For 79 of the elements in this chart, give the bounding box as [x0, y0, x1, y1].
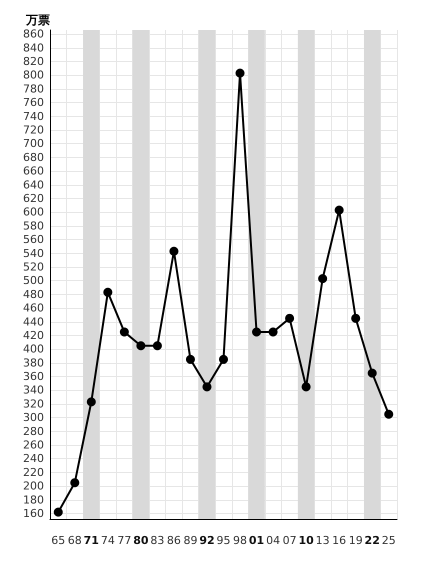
x-tick-label: 16 — [332, 534, 346, 547]
x-tick-label: 80 — [133, 534, 149, 547]
y-tick-label: 400 — [23, 342, 44, 356]
x-tick-label: 89 — [183, 534, 198, 547]
y-tick-label: 540 — [23, 246, 44, 260]
y-tick-label: 800 — [23, 68, 44, 82]
point — [169, 246, 178, 256]
point — [186, 354, 195, 364]
y-tick-label: 700 — [23, 137, 44, 150]
point — [152, 341, 162, 350]
y-tick-label: 280 — [23, 424, 44, 438]
x-tick-label: 77 — [117, 534, 132, 547]
point — [302, 382, 311, 392]
y-tick-label: 160 — [23, 507, 44, 520]
x-tick-label: 07 — [282, 534, 297, 547]
point — [268, 328, 278, 337]
point — [136, 341, 146, 350]
x-tick-label: 95 — [216, 534, 230, 547]
y-tick-label: 560 — [23, 233, 44, 246]
y-tick-label: 760 — [23, 96, 44, 110]
point — [86, 397, 96, 406]
x-tick-label: 83 — [150, 534, 164, 547]
point — [318, 274, 328, 284]
y-tick-label: 620 — [23, 192, 44, 205]
y-tick-label: 460 — [23, 302, 44, 315]
x-tick-label: 92 — [199, 534, 215, 547]
point — [219, 354, 228, 364]
x-tick-label: 10 — [298, 534, 314, 547]
y-tick-label: 360 — [23, 370, 44, 384]
y-tick-label: 680 — [23, 150, 44, 164]
y-tick-label: 300 — [23, 411, 44, 424]
point — [120, 328, 129, 337]
y-tick-label: 820 — [23, 55, 44, 68]
y-tick-label: 520 — [23, 260, 44, 274]
point — [202, 382, 212, 392]
y-tick-label: 840 — [23, 41, 44, 54]
x-tick-label: 74 — [100, 534, 115, 547]
y-tick-label: 260 — [23, 438, 44, 452]
y-tick-label: 420 — [23, 328, 44, 342]
x-tick-label: 13 — [316, 534, 330, 547]
y-tick-label: 320 — [23, 397, 44, 410]
point — [384, 410, 394, 419]
y-tick-label: 580 — [23, 219, 44, 232]
y-tick-label: 440 — [23, 315, 44, 328]
x-tick-label: 04 — [266, 534, 280, 547]
point — [236, 68, 245, 78]
point — [334, 206, 344, 215]
y-tick-label: 180 — [23, 493, 44, 506]
point — [103, 288, 112, 297]
point — [54, 508, 63, 517]
y-axis-title: 万票 — [25, 13, 50, 27]
y-tick-label: 660 — [23, 164, 44, 178]
x-tick-label: 25 — [382, 534, 396, 547]
y-tick-label: 640 — [23, 178, 44, 192]
y-tick-label: 740 — [23, 110, 44, 123]
x-tick-label: 19 — [348, 534, 363, 547]
y-tick-label: 200 — [23, 480, 44, 493]
y-tick-label: 480 — [23, 288, 44, 301]
x-tick-label: 65 — [51, 534, 66, 547]
x-tick-label: 68 — [68, 534, 82, 547]
point — [351, 314, 360, 323]
point — [285, 314, 294, 323]
y-tick-label: 240 — [23, 452, 44, 466]
x-tick-label: 01 — [248, 534, 264, 547]
y-tick-label: 780 — [23, 82, 44, 96]
x-tick-label: 71 — [84, 534, 99, 547]
point — [70, 478, 80, 488]
point — [252, 328, 262, 337]
point — [368, 368, 377, 378]
y-tick-label: 860 — [23, 28, 44, 41]
y-tick-label: 380 — [23, 356, 44, 370]
y-tick-label: 600 — [23, 206, 44, 219]
y-tick-label: 340 — [23, 384, 44, 397]
y-tick-label: 720 — [23, 123, 44, 136]
x-tick-label: 22 — [364, 534, 380, 547]
y-tick-label: 220 — [23, 466, 44, 479]
y-tick-label: 500 — [23, 274, 44, 288]
x-tick-label: 86 — [166, 534, 181, 547]
x-tick-label: 98 — [233, 534, 248, 547]
